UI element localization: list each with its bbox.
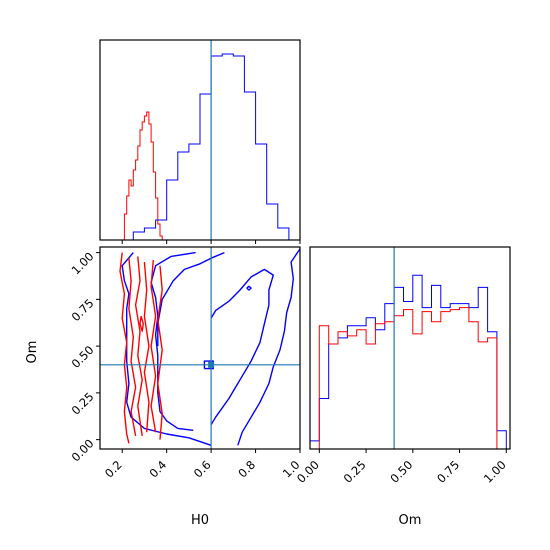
- hist-Om-xtick-label: 0.50: [387, 458, 415, 486]
- contour-H0-Om-xtick-label: 0.4: [146, 458, 169, 481]
- truth-marker: [208, 361, 215, 368]
- contour-H0-Om-ytick-label: 1.00: [69, 249, 97, 277]
- contour-blue-2: [157, 251, 225, 347]
- contour-blue-5: [246, 285, 252, 291]
- contour-H0-Om-marks: [100, 247, 300, 449]
- contour-blue-3: [237, 248, 300, 446]
- plot-content: [100, 40, 507, 449]
- ylabel-om: Om: [25, 341, 40, 364]
- contour-H0-Om-xtick-label: 0.6: [191, 458, 214, 481]
- contour-H0-Om-xtick-label: 0.8: [235, 458, 258, 481]
- contour-blue-1: [150, 251, 196, 431]
- contour-H0-Om-ytick-label: 0.25: [69, 390, 97, 418]
- contour-red-11: [150, 260, 157, 433]
- hist-H0-frame: [99, 39, 301, 241]
- contour-red-9: [134, 256, 143, 437]
- contour-H0-Om-ytick-label: 0.75: [69, 296, 97, 324]
- hist-H0-red-hist: [123, 111, 163, 240]
- axes-frames: 0.00 0.25 0.50 0.75 1.000.2 0.4 0.6 0.8 1.00.000…: [69, 39, 511, 486]
- contour-H0-Om-xtick-label: 0.2: [102, 458, 125, 481]
- hist-Om-frame: [309, 246, 511, 450]
- contour-red-13: [139, 316, 145, 332]
- hist-Om-red-hist: [318, 307, 498, 449]
- contour-red-8: [128, 258, 137, 437]
- xlabel-om: Om: [399, 513, 422, 528]
- contour-red-7: [119, 252, 130, 444]
- contour-H0-Om-ytick-label: 0.50: [69, 343, 97, 371]
- hist-Om-blue-hist: [310, 274, 507, 449]
- contour-H0-Om-ytick-label: 0.00: [69, 436, 97, 464]
- contour-blue-0: [121, 252, 212, 446]
- hist-H0-marks: [100, 40, 300, 240]
- hist-Om-xtick-label: 0.75: [434, 458, 462, 486]
- contour-red-12: [157, 265, 163, 440]
- hist-Om-marks: [310, 247, 507, 449]
- hist-Om-xtick-label: 0.25: [341, 458, 369, 486]
- contour-blue-6: [203, 360, 215, 370]
- hist-H0-blue-hist: [100, 53, 300, 240]
- xlabel-h0: H0: [191, 513, 209, 528]
- contour-H0-Om-frame: [99, 246, 301, 450]
- contour-blue-4: [210, 268, 274, 426]
- hist-Om-xtick-label: 1.00: [481, 458, 509, 486]
- contour-red-10: [143, 261, 150, 433]
